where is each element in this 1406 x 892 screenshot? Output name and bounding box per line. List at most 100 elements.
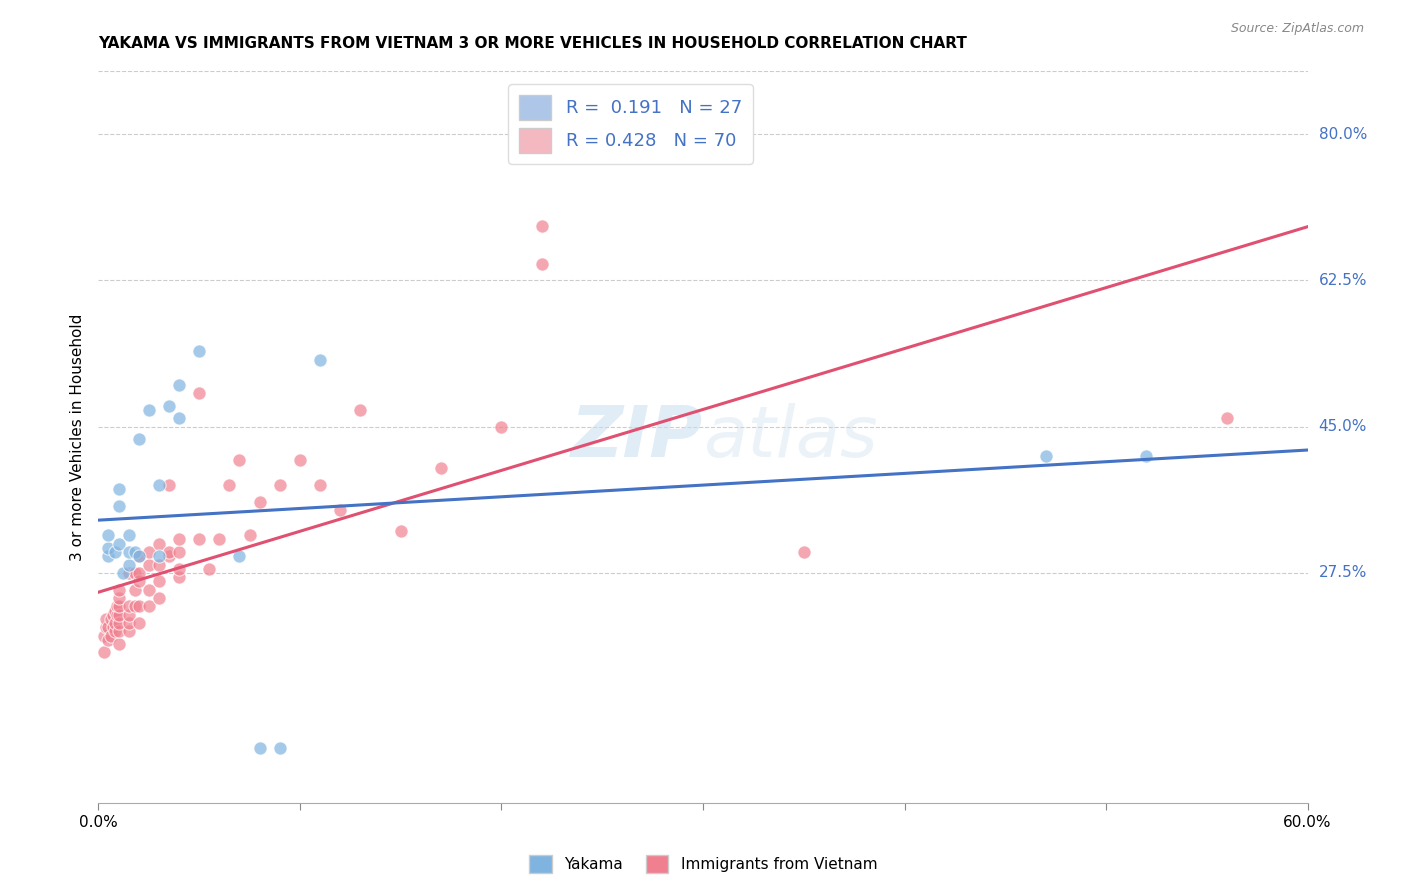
Point [101,607,124,622]
Point [1135,449,1157,463]
Point [249,741,271,756]
Point [107,599,129,614]
Point [100,612,122,626]
Point [188,386,211,401]
Point [157,549,180,564]
Point [96,620,118,634]
Point [107,582,129,597]
Point [530,257,553,271]
Legend: Yakama, Immigrants from Vietnam: Yakama, Immigrants from Vietnam [523,848,883,880]
Point [105,607,128,622]
Point [309,352,332,367]
Point [107,624,129,639]
Point [167,411,190,425]
Point [1035,449,1057,463]
Point [148,558,170,572]
Point [107,499,129,513]
Point [167,545,190,559]
Point [138,558,160,572]
Point [188,344,211,359]
Point [128,549,150,564]
Point [97,620,120,634]
Point [157,399,180,413]
Point [138,545,160,559]
Point [793,545,815,559]
Point [103,624,125,639]
Point [167,377,190,392]
Point [249,495,271,509]
Point [128,566,150,580]
Point [148,549,170,564]
Point [118,599,141,614]
Point [103,616,125,631]
Point [269,741,291,756]
Point [148,591,170,605]
Point [118,607,141,622]
Point [167,562,190,576]
Text: 27.5%: 27.5% [1319,566,1367,581]
Point [107,536,129,550]
Point [97,549,120,564]
Point [128,549,150,564]
Point [148,478,170,492]
Point [128,599,150,614]
Point [107,616,129,631]
Point [288,453,311,467]
Point [167,570,190,584]
Point [349,403,371,417]
Point [128,574,150,589]
Point [128,432,150,446]
Point [218,478,240,492]
Point [124,599,146,614]
Text: 80.0%: 80.0% [1319,127,1367,142]
Point [208,533,231,547]
Point [239,528,262,542]
Point [124,566,146,580]
Point [269,478,291,492]
Point [118,616,141,631]
Text: YAKAMA VS IMMIGRANTS FROM VIETNAM 3 OR MORE VEHICLES IN HOUSEHOLD CORRELATION CH: YAKAMA VS IMMIGRANTS FROM VIETNAM 3 OR M… [98,36,967,51]
Point [118,558,141,572]
Point [118,528,141,542]
Text: atlas: atlas [703,402,877,472]
Point [107,607,129,622]
Point [101,620,124,634]
Point [128,616,150,631]
Point [118,624,141,639]
Point [118,566,141,580]
Point [103,603,125,617]
Point [491,419,513,434]
Point [100,629,122,643]
Point [107,591,129,605]
Point [97,632,120,647]
Point [138,403,160,417]
Point [103,545,125,559]
Point [329,503,352,517]
Point [430,461,453,475]
Point [1216,411,1239,425]
Point [188,533,211,547]
Point [124,545,146,559]
Point [105,599,128,614]
Text: 62.5%: 62.5% [1319,273,1367,288]
Point [157,478,180,492]
Point [96,612,118,626]
Point [198,562,221,576]
Point [228,453,250,467]
Point [93,645,115,659]
Point [148,536,170,550]
Point [148,574,170,589]
Point [389,524,412,538]
Point [309,478,332,492]
Point [111,566,134,580]
Point [107,483,129,497]
Y-axis label: 3 or more Vehicles in Household: 3 or more Vehicles in Household [69,313,84,561]
Point [138,582,160,597]
Point [97,541,120,555]
Point [97,528,120,542]
Point [167,533,190,547]
Point [107,637,129,651]
Text: ZIP: ZIP [571,402,703,472]
Point [93,629,115,643]
Point [157,545,180,559]
